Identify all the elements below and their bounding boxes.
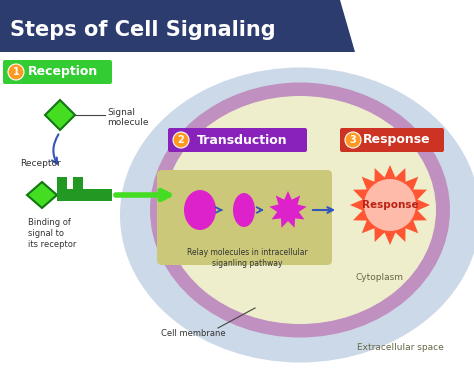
Ellipse shape: [120, 68, 474, 362]
Text: Response: Response: [363, 134, 431, 146]
FancyBboxPatch shape: [157, 170, 332, 265]
Text: Reception: Reception: [28, 66, 98, 79]
Text: Relay molecules in intracellular
siganling pathway: Relay molecules in intracellular siganli…: [187, 248, 307, 268]
Ellipse shape: [233, 193, 255, 227]
FancyBboxPatch shape: [168, 128, 307, 152]
Text: 2: 2: [178, 135, 184, 145]
Text: Response: Response: [362, 200, 419, 210]
Text: Binding of
signal to
its receptor: Binding of signal to its receptor: [28, 218, 76, 249]
Ellipse shape: [164, 96, 436, 324]
Circle shape: [345, 132, 361, 148]
Text: 1: 1: [13, 67, 19, 77]
FancyBboxPatch shape: [3, 60, 112, 84]
Ellipse shape: [184, 190, 216, 230]
Polygon shape: [350, 165, 430, 245]
Text: Signal
molecule: Signal molecule: [107, 108, 148, 127]
Polygon shape: [269, 191, 307, 228]
Circle shape: [364, 179, 416, 231]
Text: Extracellular space: Extracellular space: [356, 344, 443, 352]
Polygon shape: [45, 100, 75, 130]
Ellipse shape: [150, 83, 450, 338]
FancyBboxPatch shape: [57, 189, 112, 201]
Text: Receptor: Receptor: [20, 159, 61, 168]
FancyBboxPatch shape: [340, 128, 444, 152]
Polygon shape: [27, 182, 57, 208]
Circle shape: [8, 64, 24, 80]
Circle shape: [173, 132, 189, 148]
Text: Steps of Cell Signaling: Steps of Cell Signaling: [10, 20, 275, 40]
FancyBboxPatch shape: [73, 177, 83, 189]
Text: Cell membrane: Cell membrane: [161, 328, 225, 338]
Polygon shape: [0, 0, 355, 52]
Text: Cytoplasm: Cytoplasm: [356, 273, 404, 283]
Text: Transduction: Transduction: [197, 134, 287, 146]
FancyBboxPatch shape: [57, 177, 67, 189]
Text: 3: 3: [350, 135, 356, 145]
